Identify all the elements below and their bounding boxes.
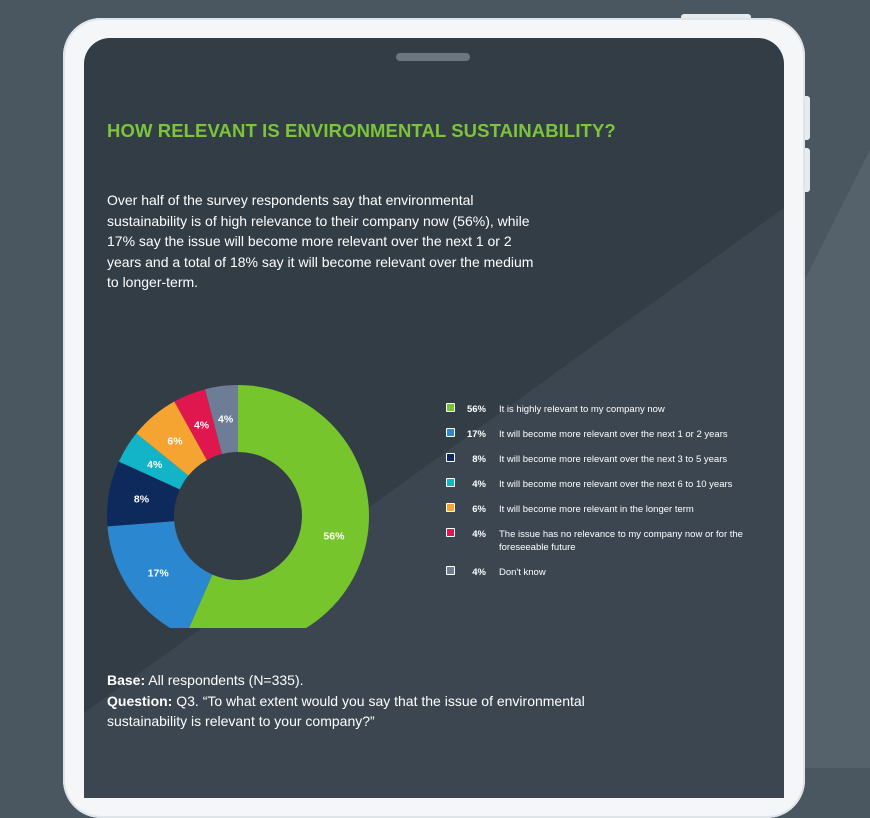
- legend-item: 4% Don't know: [446, 565, 766, 590]
- legend-item: 56% It is highly relevant to my company n…: [446, 402, 766, 427]
- legend-percent: 6%: [472, 504, 486, 515]
- base-label: Base:: [107, 672, 146, 688]
- legend-percent: 56%: [466, 404, 486, 415]
- tablet-speaker-notch: [396, 53, 470, 61]
- question-text: Q3. “To what extent would you say that t…: [107, 692, 585, 730]
- legend-label: The issue has no relevance to my company…: [499, 529, 743, 553]
- question-note: Question: Q3. “To what extent would you …: [107, 691, 607, 732]
- donut-slice-1: [107, 521, 213, 628]
- legend-label: It will become more relevant over the ne…: [499, 479, 733, 490]
- page-title: HOW RELEVANT IS ENVIRONMENTAL SUSTAINABI…: [107, 120, 616, 141]
- legend-percent: 4%: [472, 479, 486, 490]
- legend-swatch: [446, 403, 455, 412]
- legend-item: 4% It will become more relevant over the …: [446, 477, 766, 502]
- legend-label: It will become more relevant over the ne…: [499, 429, 728, 440]
- legend-label: It will become more relevant over the ne…: [499, 454, 728, 465]
- donut-slice-0: [188, 385, 369, 628]
- donut-slice-label-3: 4%: [147, 459, 163, 471]
- donut-slice-label-6: 4%: [218, 413, 234, 425]
- legend-percent: 8%: [472, 454, 486, 465]
- legend-percent: 17%: [466, 429, 486, 440]
- legend-percent: 4%: [472, 567, 486, 578]
- donut-chart: 56% 17% 8% 4% 6% 4% 4%: [107, 385, 369, 628]
- legend-percent: 4%: [472, 529, 486, 540]
- chart-footer: Base: All respondents (N=335). Question:…: [107, 670, 607, 732]
- base-text: All respondents (N=335).: [145, 672, 304, 688]
- donut-slice-4: [136, 401, 207, 476]
- legend-item: 8% It will become more relevant over the …: [446, 452, 766, 477]
- legend-label: It is highly relevant to my company now: [499, 404, 665, 415]
- legend-swatch: [446, 453, 455, 462]
- donut-slice-label-4: 6%: [167, 435, 183, 447]
- screen-diagonal-shade: [84, 208, 784, 798]
- legend-swatch: [446, 528, 455, 537]
- legend-item: 4% The issue has no relevance to my compa…: [446, 527, 766, 565]
- chart-legend: 56% It is highly relevant to my company n…: [446, 402, 766, 590]
- legend-item: 17% It will become more relevant over the…: [446, 427, 766, 452]
- tablet-screen: HOW RELEVANT IS ENVIRONMENTAL SUSTAINABI…: [84, 38, 784, 798]
- legend-swatch: [446, 503, 455, 512]
- donut-slice-2: [107, 461, 180, 527]
- donut-slice-label-2: 8%: [134, 493, 150, 505]
- donut-slice-label-1: 17%: [148, 567, 170, 579]
- tablet-volume-down-button: [805, 148, 810, 192]
- donut-slice-5: [174, 389, 222, 461]
- legend-label: Don't know: [499, 567, 546, 578]
- tablet-top-button: [681, 14, 751, 20]
- donut-slice-label-5: 4%: [194, 420, 210, 432]
- intro-paragraph: Over half of the survey respondents say …: [107, 192, 534, 290]
- donut-slice-6: [205, 385, 238, 455]
- legend-label: It will become more relevant in the long…: [499, 504, 694, 515]
- legend-swatch: [446, 478, 455, 487]
- donut-slice-label-0: 56%: [323, 531, 345, 543]
- question-label: Question:: [107, 692, 173, 709]
- legend-swatch: [446, 566, 455, 575]
- legend-item: 6% It will become more relevant in the lo…: [446, 502, 766, 527]
- tablet-volume-up-button: [805, 96, 810, 140]
- base-note: Base: All respondents (N=335).: [107, 670, 607, 691]
- donut-slice-3: [118, 433, 189, 490]
- legend-swatch: [446, 428, 455, 437]
